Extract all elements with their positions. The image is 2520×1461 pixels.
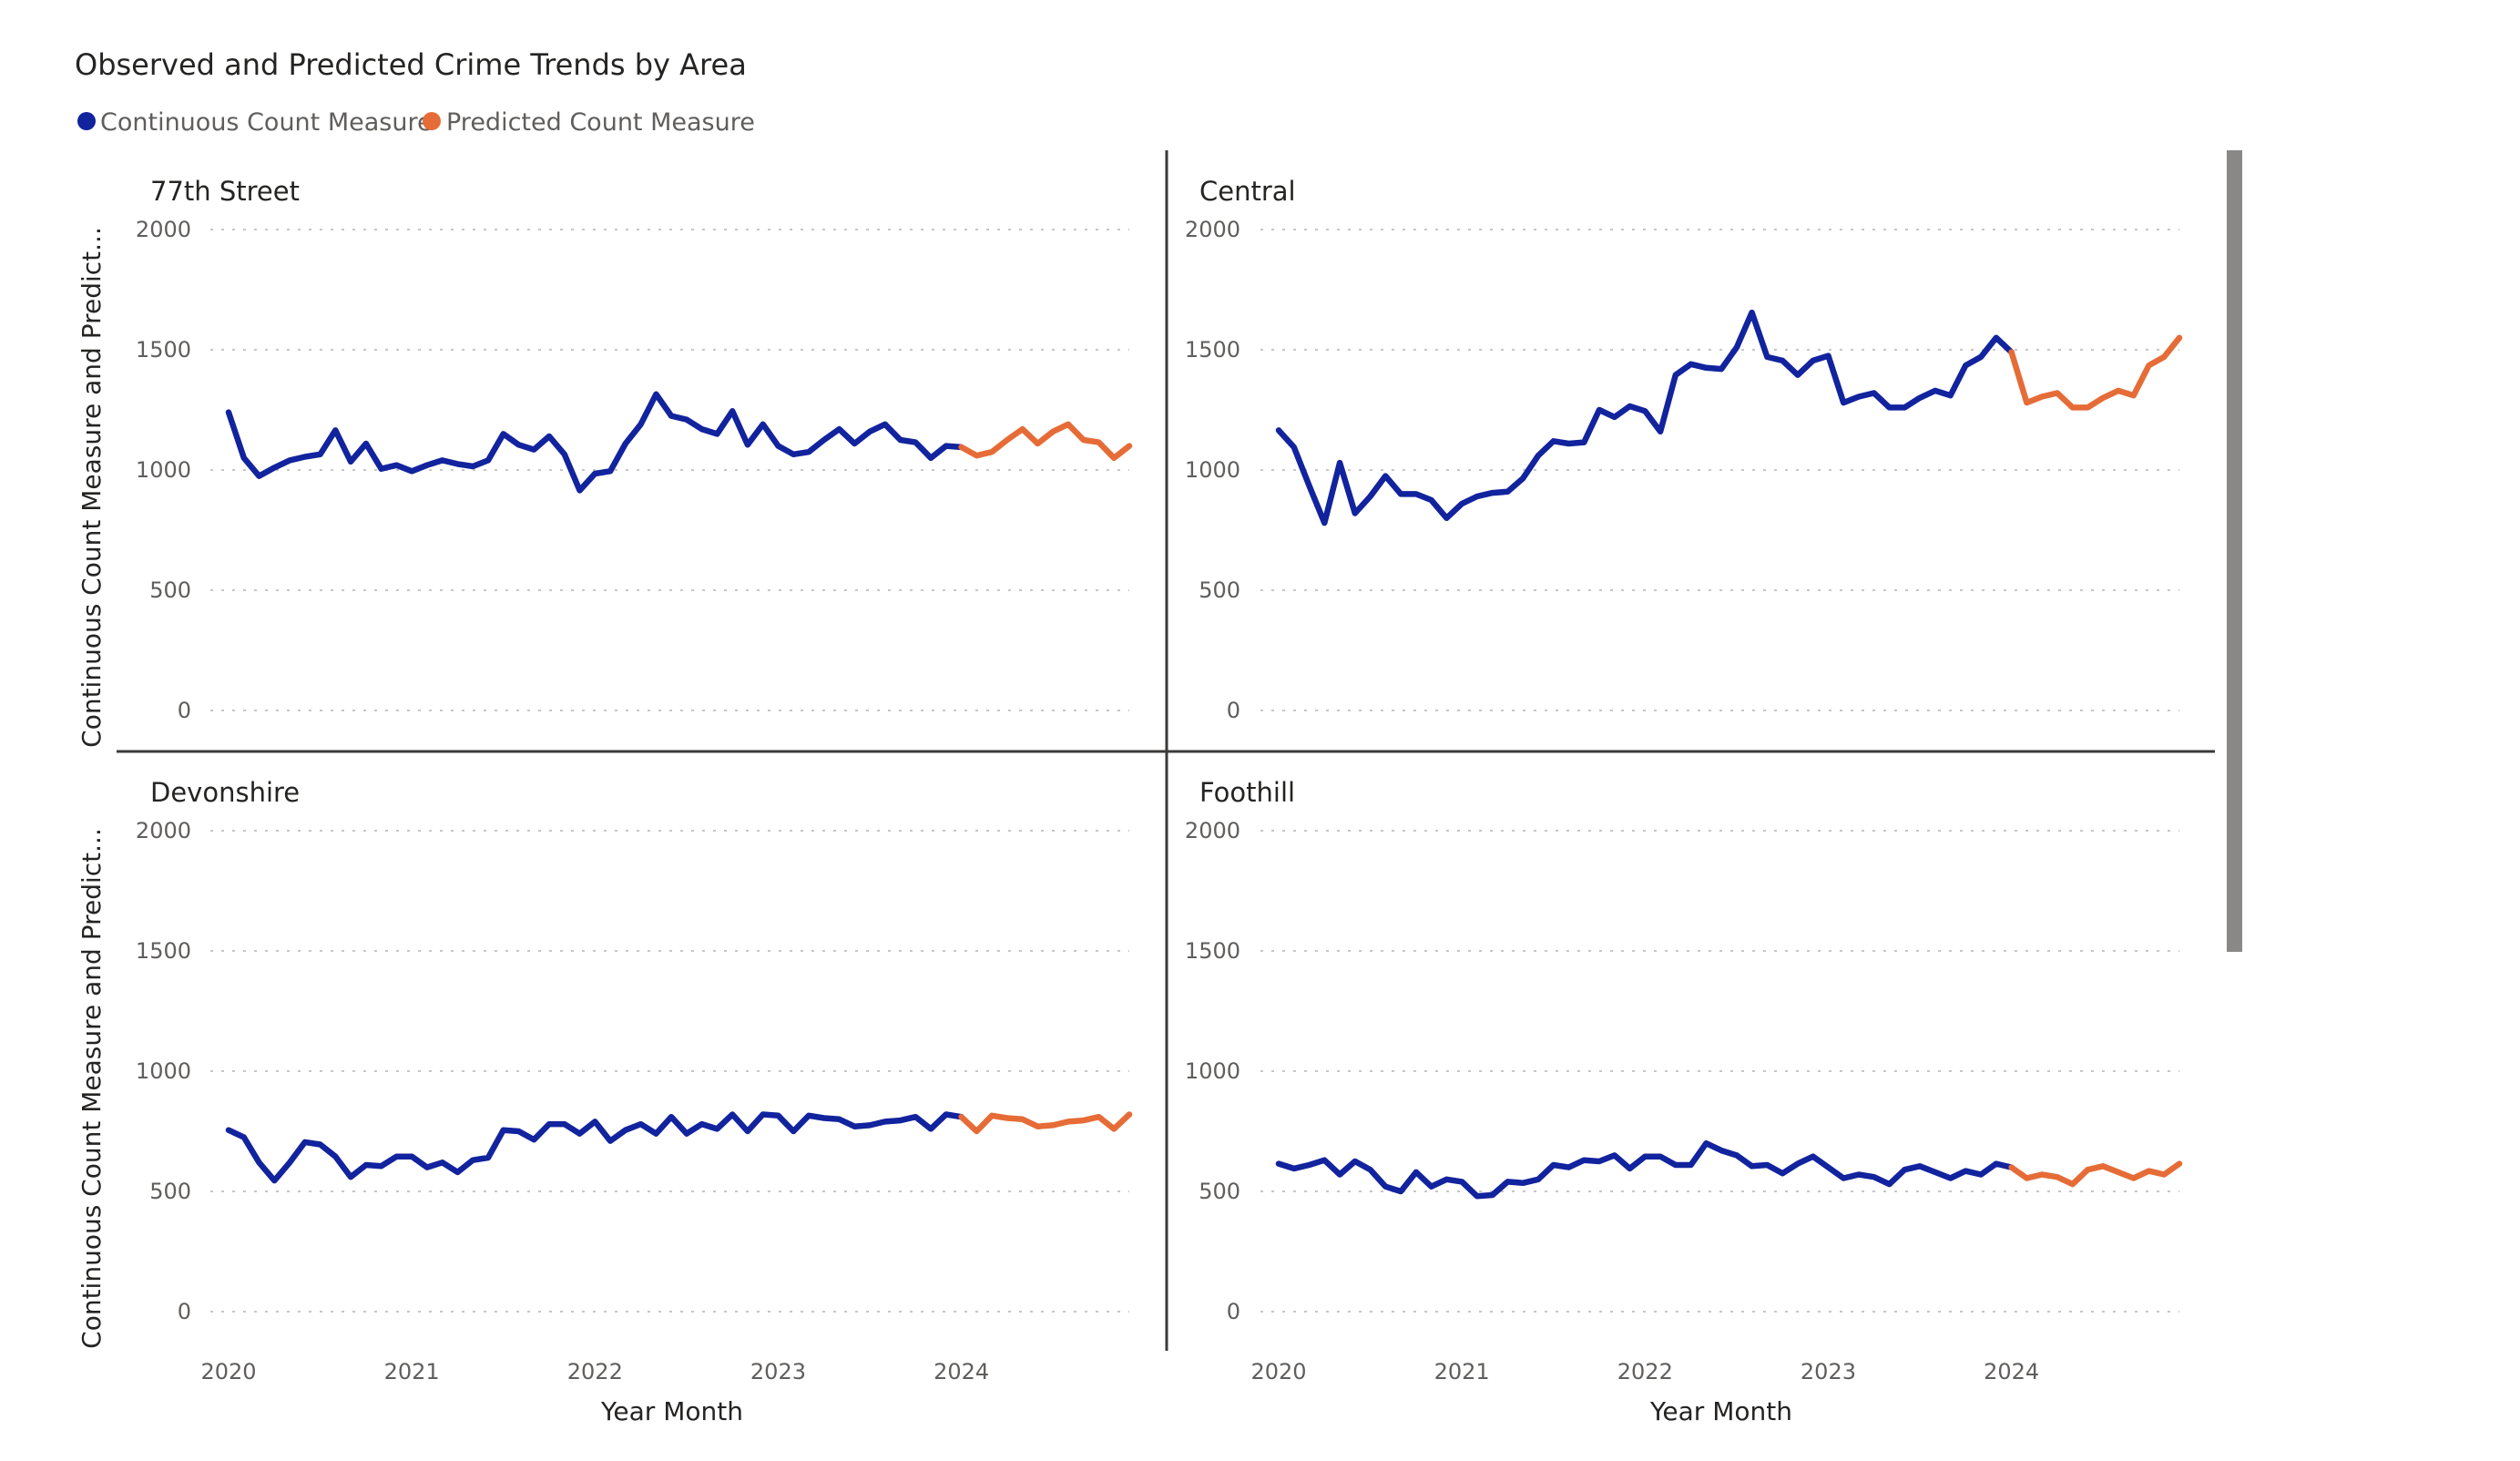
series-observed-devonshire [225,1111,964,1184]
y-tick-label: 2000 [1185,217,1240,242]
series-observed-foothill [1275,1139,2015,1200]
x-tick-label: 2021 [1434,1359,1490,1384]
panel-foothill: Foothill 0 500 1000 1500 2000 2020 2021 2022 2023… [1185,777,2183,1384]
series-observed-central [1275,309,2015,526]
y-tick-label: 1500 [1185,337,1240,363]
x-axis-title-left: Year Month [600,1396,743,1426]
y-tick-label: 1000 [1185,457,1240,483]
y-tick-label: 0 [178,698,191,723]
panel-title-central: Central [1199,176,1296,207]
panel-devonshire: Devonshire 0 500 1000 1500 2000 2020 2021 2022 20… [136,777,1133,1384]
x-tick-label: 2022 [1617,1359,1673,1384]
y-axis-title-top: Continuous Count Measure and Predict... [77,227,107,748]
y-axis-title-bottom: Continuous Count Measure and Predict... [77,828,107,1349]
panel-title-77th-street: 77th Street [150,176,300,207]
panel-central: Central 0 500 1000 1500 2000 [1185,176,2183,723]
x-tick-label: 2023 [1801,1359,1856,1384]
y-tick-label: 2000 [136,217,191,242]
x-tick-label: 2021 [384,1359,440,1384]
series-predicted-central [2008,334,2183,411]
panel-title-foothill: Foothill [1199,777,1295,808]
panel-77th-street: 77th Street 0 500 1000 1500 2000 [136,176,1133,723]
y-tick-label: 0 [1227,698,1240,723]
x-tick-label: 2020 [1250,1359,1306,1384]
x-tick-label: 2024 [934,1359,989,1384]
y-tick-label: 500 [1199,577,1240,603]
y-tick-label: 1500 [136,337,191,363]
series-observed-77th-street [225,391,964,494]
series-predicted-devonshire [958,1111,1133,1135]
small-multiples: 77th Street 0 500 1000 1500 2000 Central 0 500 10… [136,176,2183,1384]
scrollbar-thumb[interactable] [2227,150,2242,952]
legend-label-observed: Continuous Count Measure [100,108,433,137]
legend[interactable]: Continuous Count Measure Predicted Count… [77,108,755,137]
series-predicted-foothill [2008,1160,2183,1188]
y-tick-label: 500 [149,577,191,603]
x-tick-label: 2020 [200,1359,256,1384]
y-tick-label: 1000 [1185,1058,1240,1084]
y-tick-label: 0 [178,1299,191,1324]
chart-title: Observed and Predicted Crime Trends by A… [75,47,747,82]
series-predicted-77th-street [958,421,1133,462]
y-tick-label: 0 [1227,1299,1240,1324]
x-tick-label: 2024 [1984,1359,2039,1384]
y-tick-label: 500 [1199,1179,1240,1204]
y-tick-label: 2000 [136,818,191,843]
y-tick-label: 2000 [1185,818,1240,843]
legend-marker-predicted [423,112,441,130]
panel-dividers [117,150,2215,1351]
y-tick-label: 1500 [136,938,191,964]
y-tick-label: 1500 [1185,938,1240,964]
y-tick-label: 500 [149,1179,191,1204]
x-tick-label: 2023 [750,1359,806,1384]
x-axis-titles: Year Month Year Month [600,1396,1792,1426]
x-axis-title-right: Year Month [1649,1396,1792,1426]
y-tick-label: 1000 [136,457,191,483]
legend-marker-observed [77,112,96,130]
y-axis-titles: Continuous Count Measure and Predict... … [77,227,107,1349]
panel-title-devonshire: Devonshire [150,777,300,808]
x-tick-label: 2022 [567,1359,623,1384]
legend-label-predicted: Predicted Count Measure [446,108,755,137]
y-tick-label: 1000 [136,1058,191,1084]
